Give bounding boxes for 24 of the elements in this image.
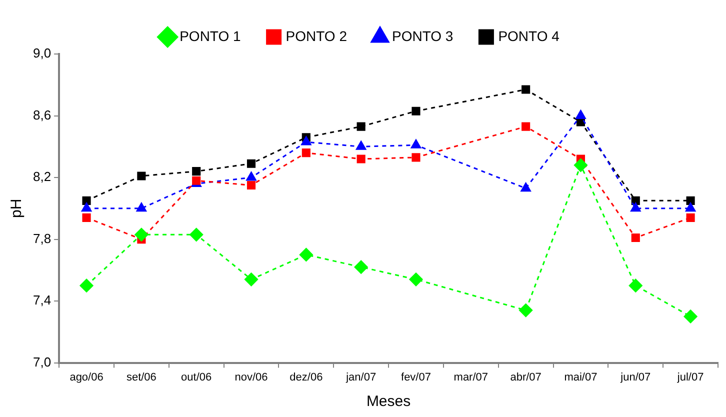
x-tick-label: ago/06 [70, 371, 104, 384]
x-tick-label: dez/06 [290, 371, 323, 384]
x-tick-label: jun/07 [620, 371, 651, 384]
y-tick-label: 7,0 [32, 354, 52, 370]
legend-label: PONTO 3 [392, 28, 454, 44]
y-tick-label: 7,8 [32, 230, 52, 246]
x-tick-label: set/06 [126, 371, 156, 384]
legend-label: PONTO 1 [180, 28, 242, 44]
x-tick-label: mai/07 [564, 371, 598, 384]
x-tick-label: mar/07 [454, 371, 488, 384]
y-tick-label: 9,0 [32, 46, 52, 61]
y-axis-title: pH [8, 198, 26, 218]
x-tick-label: out/06 [181, 371, 212, 384]
legend-label: PONTO 4 [498, 28, 560, 44]
y-tick-label: 7,4 [32, 292, 52, 308]
legend-label: PONTO 2 [286, 28, 348, 44]
x-tick-label: jul/07 [676, 371, 704, 384]
y-tick-label: 8,6 [32, 107, 52, 122]
x-axis-title: Meses [366, 393, 411, 410]
x-tick-label: fev/07 [401, 371, 431, 384]
x-tick-label: nov/06 [234, 371, 268, 384]
x-tick-label: abr/07 [510, 371, 542, 384]
x-tick-label: jan/07 [345, 371, 376, 384]
y-tick-label: 8,2 [32, 169, 52, 184]
